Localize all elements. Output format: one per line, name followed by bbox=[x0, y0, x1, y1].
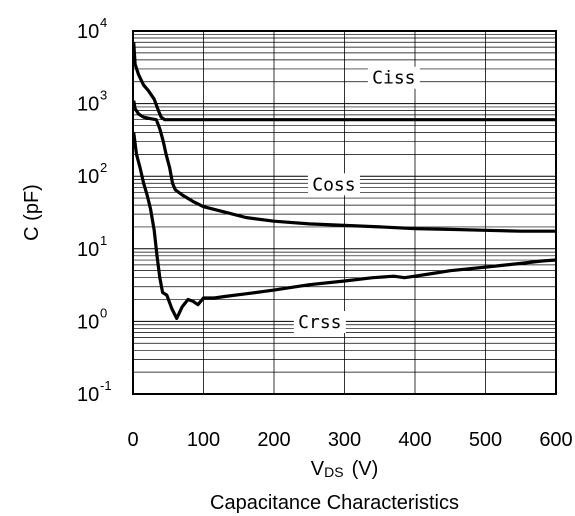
series-label-ciss: Ciss bbox=[367, 66, 420, 89]
series-lines bbox=[132, 42, 557, 320]
chart-caption: Capacitance Characteristics bbox=[210, 492, 459, 514]
y-tick-exponent: 0 bbox=[100, 305, 107, 320]
y-tick-label: 10 3 bbox=[77, 88, 107, 116]
y-tick-label: 10 2 bbox=[77, 160, 107, 188]
series-label-coss: Coss bbox=[307, 173, 360, 196]
x-tick-label: 100 bbox=[187, 429, 220, 451]
series-label-text: Ciss bbox=[372, 68, 415, 89]
y-tick-exponent: -1 bbox=[100, 378, 112, 393]
y-tick-base: 10 bbox=[77, 166, 99, 188]
series-label-text: Coss bbox=[312, 174, 355, 195]
x-tick-label: 300 bbox=[328, 429, 361, 451]
x-tick-label: 400 bbox=[398, 429, 431, 451]
y-tick-base: 10 bbox=[77, 94, 99, 116]
series-label-bg bbox=[293, 311, 346, 334]
x-tick-label: 0 bbox=[127, 429, 138, 451]
x-tick-label: 200 bbox=[257, 429, 290, 451]
y-tick-exponent: 4 bbox=[100, 15, 107, 30]
series-labels: Ciss Coss Crss bbox=[293, 66, 420, 334]
y-tick-base: 10 bbox=[77, 21, 99, 43]
y-tick-label: 10 -1 bbox=[77, 378, 112, 406]
y-tick-label: 10 1 bbox=[77, 233, 107, 261]
grid-lines bbox=[132, 31, 557, 395]
x-tick-label: 600 bbox=[539, 429, 572, 451]
series-label-bg bbox=[367, 66, 420, 89]
x-tick-label: 500 bbox=[469, 429, 502, 451]
y-tick-label: 10 0 bbox=[77, 305, 107, 333]
series-label-bg bbox=[307, 173, 360, 196]
y-tick-exponent: 1 bbox=[100, 233, 107, 248]
y-axis-title: C (pF) bbox=[21, 184, 43, 241]
y-tick-base: 10 bbox=[77, 384, 99, 406]
plot-frame bbox=[132, 30, 557, 395]
series-line-crss bbox=[132, 132, 557, 320]
x-axis-title-sub: DS bbox=[324, 464, 343, 480]
series-label-crss: Crss bbox=[293, 311, 346, 334]
y-tick-label: 10 4 bbox=[77, 15, 107, 43]
x-axis-title-unit: (V) bbox=[352, 458, 379, 480]
x-axis-title-main: V bbox=[311, 458, 325, 480]
series-line-coss bbox=[132, 100, 556, 233]
y-tick-exponent: 3 bbox=[100, 88, 107, 103]
series-label-text: Crss bbox=[298, 312, 341, 333]
x-axis-title: VDS (V) bbox=[311, 458, 378, 480]
x-tick-labels: 0 100 200 300 400 500 600 bbox=[127, 429, 572, 451]
y-tick-exponent: 2 bbox=[100, 160, 107, 175]
y-tick-base: 10 bbox=[77, 311, 99, 333]
y-tick-base: 10 bbox=[77, 239, 99, 261]
series-line-ciss bbox=[132, 42, 556, 122]
